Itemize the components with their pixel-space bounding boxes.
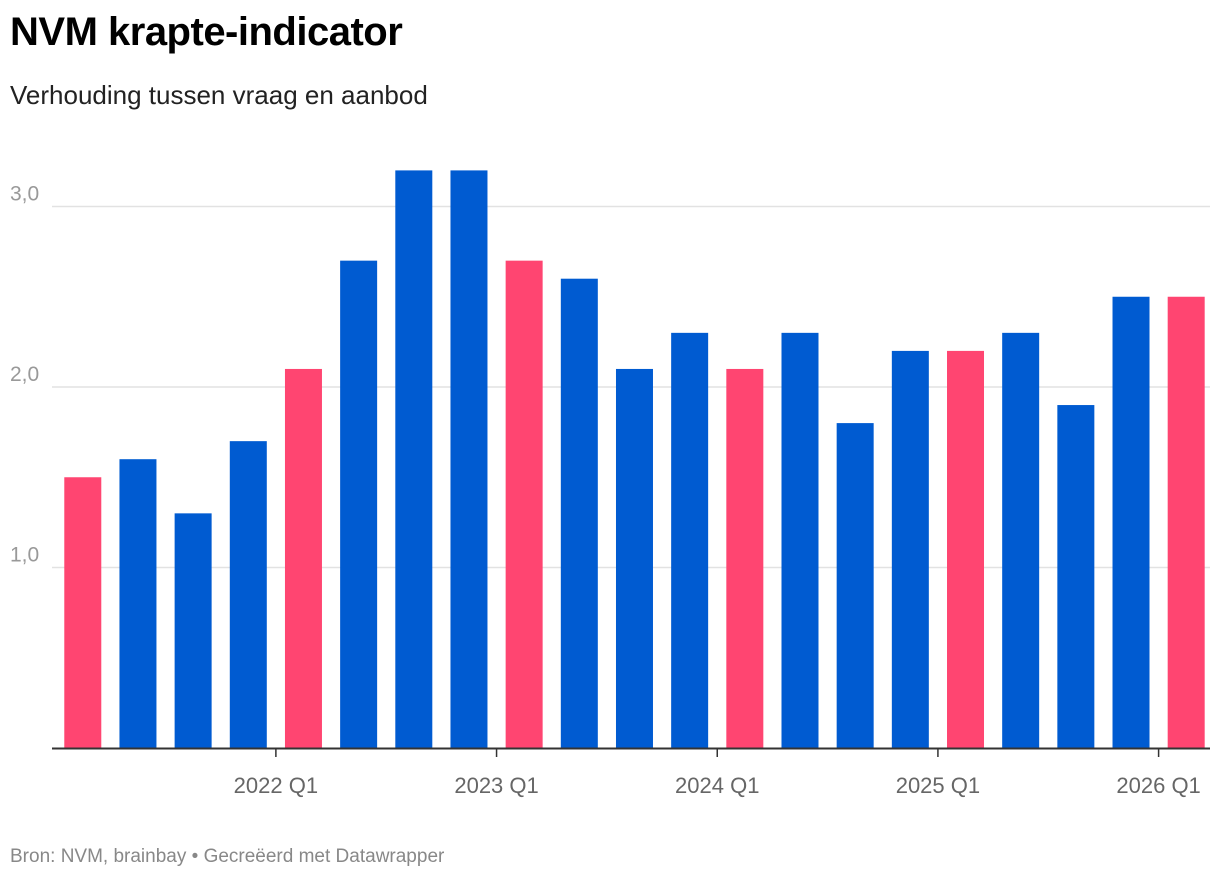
x-tick-label: 2023 Q1	[454, 773, 538, 798]
bar-2023-q2	[395, 170, 433, 748]
bar-2021-q4	[64, 477, 102, 748]
bar-2023-q4	[505, 260, 543, 748]
bar-2024-q3	[671, 332, 709, 748]
y-tick-label: 3,0	[10, 183, 39, 206]
bar-2026-q1	[1002, 332, 1040, 748]
bar-2023-q1	[340, 260, 378, 748]
bar-2023-q3	[450, 170, 488, 748]
bar-2024-q2	[615, 368, 653, 748]
bar-2022-q2	[174, 513, 212, 748]
x-axis-ticks: 2022 Q1 2023 Q1 2024 Q1 2025 Q1 2026 Q1	[234, 748, 1201, 798]
x-tick-label: 2024 Q1	[675, 773, 759, 798]
bars	[64, 170, 1205, 748]
chart-subtitle: Verhouding tussen vraag en aanbod	[10, 80, 428, 110]
bar-2022-q3	[229, 441, 267, 748]
bar-2025-q4	[947, 350, 985, 748]
x-tick-label: 2026 Q1	[1116, 773, 1200, 798]
x-tick-label: 2025 Q1	[896, 773, 980, 798]
bar-2024-q1	[560, 278, 598, 748]
bar-2022-q1	[119, 459, 157, 748]
x-tick-label: 2022 Q1	[234, 773, 318, 798]
source-footer: Bron: NVM, brainbay • Gecreëerd met Data…	[10, 846, 445, 867]
bar-2026-q4	[1167, 296, 1205, 748]
bar-2026-q2	[1057, 405, 1095, 748]
bar-2024-q4	[726, 368, 764, 748]
y-axis-ticks: 1,0 2,0 3,0	[10, 183, 39, 567]
bar-2022-q4	[284, 368, 322, 748]
bar-2026-q3	[1112, 296, 1150, 748]
bar-2025-q1	[781, 332, 819, 748]
y-tick-label: 2,0	[10, 363, 39, 386]
bar-2025-q3	[891, 350, 929, 748]
bar-2025-q2	[836, 423, 874, 748]
chart-title: NVM krapte-indicator	[10, 10, 403, 54]
y-tick-label: 1,0	[10, 544, 39, 567]
